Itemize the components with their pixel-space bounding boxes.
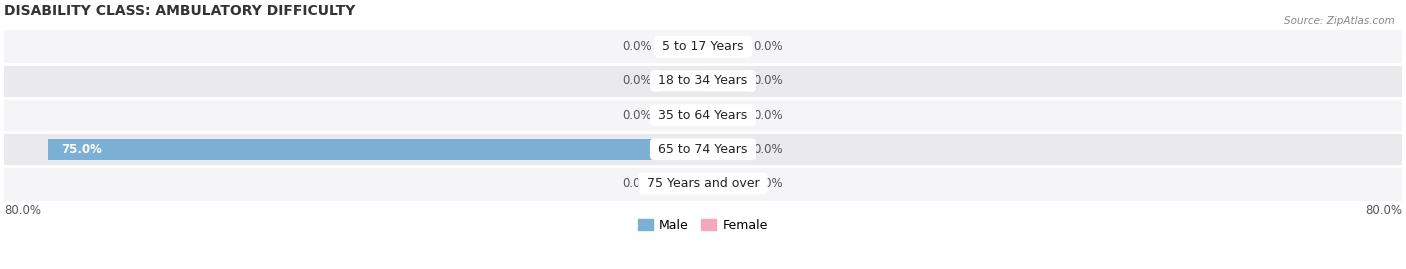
Text: 5 to 17 Years: 5 to 17 Years (658, 40, 748, 53)
Bar (703, 70, 747, 91)
Text: Source: ZipAtlas.com: Source: ZipAtlas.com (1284, 16, 1395, 26)
Text: 0.0%: 0.0% (623, 40, 652, 53)
Text: 0.0%: 0.0% (754, 75, 783, 87)
Text: 35 to 64 Years: 35 to 64 Years (654, 109, 752, 122)
Bar (659, 36, 703, 57)
Bar (703, 139, 747, 160)
Bar (703, 36, 747, 57)
Bar (659, 70, 703, 91)
Bar (703, 173, 747, 194)
Bar (659, 105, 703, 126)
Text: 80.0%: 80.0% (1365, 204, 1402, 217)
Text: 0.0%: 0.0% (623, 177, 652, 190)
Bar (48, 139, 703, 160)
Text: 18 to 34 Years: 18 to 34 Years (654, 75, 752, 87)
Bar (4, 98, 1402, 132)
Legend: Male, Female: Male, Female (633, 214, 773, 237)
Text: 0.0%: 0.0% (623, 109, 652, 122)
Text: 0.0%: 0.0% (623, 75, 652, 87)
Text: 0.0%: 0.0% (754, 177, 783, 190)
Text: 65 to 74 Years: 65 to 74 Years (654, 143, 752, 156)
Bar (4, 167, 1402, 201)
Bar (4, 30, 1402, 64)
Text: 75.0%: 75.0% (60, 143, 101, 156)
Text: 0.0%: 0.0% (754, 143, 783, 156)
Bar (659, 173, 703, 194)
Bar (4, 64, 1402, 98)
Bar (703, 105, 747, 126)
Text: DISABILITY CLASS: AMBULATORY DIFFICULTY: DISABILITY CLASS: AMBULATORY DIFFICULTY (4, 4, 356, 18)
Bar (4, 132, 1402, 167)
Text: 0.0%: 0.0% (754, 40, 783, 53)
Text: 75 Years and over: 75 Years and over (643, 177, 763, 190)
Text: 80.0%: 80.0% (4, 204, 41, 217)
Text: 0.0%: 0.0% (754, 109, 783, 122)
